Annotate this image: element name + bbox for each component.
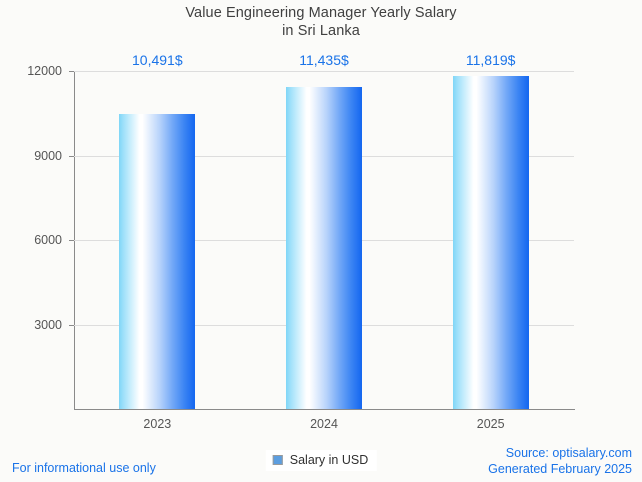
bar-value-label: 11,819$ [465,52,516,68]
y-tick-mark [69,324,74,326]
disclaimer-text: For informational use only [12,461,156,475]
gridline [74,71,574,72]
source-text: Source: optisalary.com [505,446,632,460]
bar-2023[interactable] [119,113,196,409]
legend-swatch-icon [272,455,283,465]
y-tick-label: 3000 [34,317,62,332]
y-tick-mark [69,240,74,241]
legend-item-label: Salary in USD [289,453,369,467]
chart-title-line1: Value Engineering Manager Yearly Salary [185,5,457,21]
bar-value-label: 10,491$ [132,52,183,68]
y-tick-label: 9000 [34,148,62,163]
x-tick-label: 2025 [476,417,505,431]
x-tick-label: 2023 [143,417,172,431]
chart-title: Value Engineering Manager Yearly Salary … [0,4,642,40]
chart-legend[interactable]: Salary in USD [265,450,377,471]
y-tick-mark [69,155,74,157]
bar-2025[interactable] [452,76,529,409]
x-axis-line [74,409,575,410]
plot-area [69,71,574,409]
y-tick-mark [69,71,74,72]
y-tick-label: 6000 [34,233,62,247]
generated-text: Generated February 2025 [488,461,632,476]
source-block: Source: optisalary.com Generated Februar… [488,446,632,477]
bar-value-label: 11,435$ [299,52,349,68]
x-tick-label: 2024 [310,417,338,431]
y-tick-label: 12000 [27,64,62,78]
bar-2024[interactable] [286,86,362,409]
chart-title-line2: in Sri Lanka [282,23,360,39]
